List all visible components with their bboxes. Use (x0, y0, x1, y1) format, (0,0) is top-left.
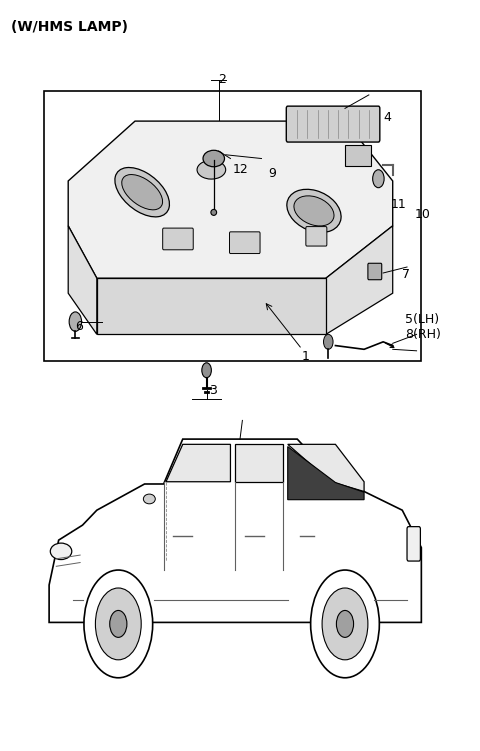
Ellipse shape (287, 189, 341, 233)
Text: 8(RH): 8(RH) (405, 328, 441, 341)
Circle shape (69, 312, 82, 331)
Polygon shape (166, 445, 230, 481)
FancyBboxPatch shape (163, 228, 193, 250)
Text: 2: 2 (218, 74, 227, 86)
Circle shape (322, 588, 368, 660)
Text: 7: 7 (402, 268, 410, 281)
Text: 10: 10 (414, 208, 430, 221)
Ellipse shape (197, 161, 226, 179)
FancyBboxPatch shape (286, 106, 380, 142)
Ellipse shape (203, 150, 225, 167)
Ellipse shape (211, 210, 216, 216)
Circle shape (324, 334, 333, 349)
Circle shape (84, 570, 153, 678)
Text: 3: 3 (209, 384, 217, 397)
Circle shape (372, 170, 384, 188)
Ellipse shape (115, 167, 169, 217)
FancyBboxPatch shape (368, 264, 382, 279)
Text: 6: 6 (75, 321, 83, 333)
Circle shape (202, 363, 211, 378)
Ellipse shape (50, 543, 72, 559)
FancyBboxPatch shape (407, 526, 420, 561)
Polygon shape (68, 226, 97, 334)
Text: 4: 4 (383, 111, 391, 124)
Polygon shape (49, 439, 421, 623)
Bar (44, 91, 421, 360)
Polygon shape (326, 226, 393, 334)
Text: 9: 9 (269, 167, 276, 180)
Text: 1: 1 (302, 350, 310, 363)
FancyBboxPatch shape (345, 145, 371, 166)
Polygon shape (97, 278, 326, 334)
Text: 5(LH): 5(LH) (405, 313, 439, 326)
FancyArrowPatch shape (385, 343, 394, 348)
Ellipse shape (122, 174, 163, 210)
Polygon shape (235, 445, 283, 481)
FancyBboxPatch shape (229, 232, 260, 254)
Text: (W/HMS LAMP): (W/HMS LAMP) (11, 20, 128, 34)
Circle shape (336, 611, 354, 638)
Circle shape (96, 588, 141, 660)
Polygon shape (68, 121, 393, 278)
FancyBboxPatch shape (306, 227, 327, 246)
Text: 12: 12 (233, 163, 249, 176)
Polygon shape (288, 447, 364, 499)
Polygon shape (288, 445, 364, 491)
Ellipse shape (294, 196, 334, 226)
Circle shape (311, 570, 379, 678)
Ellipse shape (144, 494, 156, 504)
Circle shape (110, 611, 127, 638)
Text: 11: 11 (390, 198, 406, 211)
